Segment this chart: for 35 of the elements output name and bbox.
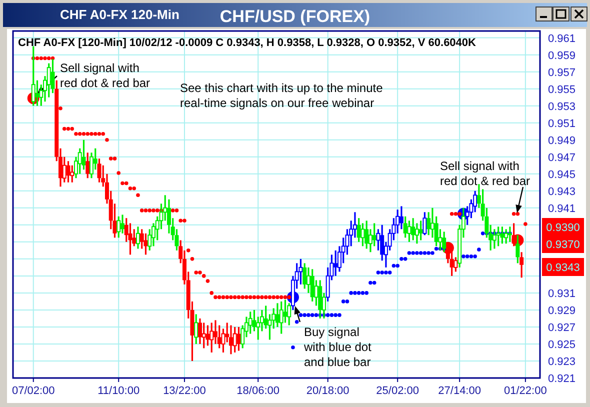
y-tick-label: 0.923: [548, 356, 576, 368]
y-tick-label: 0.943: [548, 186, 576, 198]
x-tick-label: 25/02:00: [376, 385, 419, 397]
x-tick-label: 01/22:00: [504, 385, 547, 397]
y-tick-label: 0.949: [548, 134, 576, 147]
y-tick-label: 0.959: [548, 50, 576, 62]
x-tick-label: 13/22:00: [163, 385, 206, 397]
y-tick-label: 0.961: [548, 32, 576, 45]
y-tick-label: 0.929: [548, 304, 576, 317]
y-tick-label: 0.925: [548, 338, 576, 351]
text: 0.9390: [546, 222, 580, 234]
x-tick-label: 18/06:00: [236, 385, 280, 397]
annotation: See this chart with its up to the minute real-time signals on our free webinar: [180, 81, 384, 110]
y-tick-label: 0.951: [548, 118, 576, 130]
y-tick-label: 0.957: [548, 66, 576, 79]
text: CHF A0-FX 120-Min: [60, 7, 180, 22]
y-tick-label: 0.921: [548, 373, 576, 385]
y-tick-label: 0.941: [548, 202, 576, 215]
x-tick-label: 27/14:00: [438, 385, 481, 397]
x-tick-label: 11/10:00: [98, 385, 140, 397]
x-tick-label: 20/18:00: [306, 385, 350, 397]
x-tick-label: 07/02:00: [12, 385, 55, 397]
y-tick-label: 0.955: [548, 84, 576, 96]
annotation: Buy signal with blue dot and blue bar: [303, 325, 372, 369]
text: CHF A0-FX [120-Min] 10/02/12 -0.0009 C 0.9343, H 0.9358, L 0.9328, O 0.9352, V 60.6040K: [18, 37, 476, 49]
text: 0.9370: [546, 239, 580, 251]
annotation: Sell signal with red dot & red bar: [440, 159, 530, 188]
y-tick-label: 0.945: [548, 168, 576, 181]
y-tick-label: 0.953: [548, 100, 576, 113]
y-tick-label: 0.931: [548, 288, 576, 300]
y-tick-label: 0.947: [548, 152, 576, 164]
y-tick-label: 0.927: [548, 322, 576, 334]
chart-title: CHF/USD (FOREX): [220, 7, 370, 26]
text: 0.9343: [546, 262, 580, 274]
annotation: Sell signal with red dot & red bar: [60, 61, 150, 90]
